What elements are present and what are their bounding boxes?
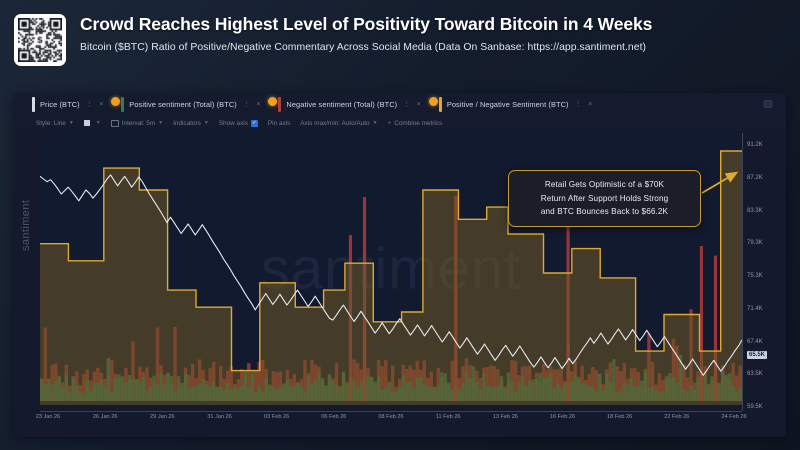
price-line <box>40 174 742 376</box>
toolbar-item-2[interactable]: Interval: 5m ▼ <box>110 119 164 127</box>
y-axis-line <box>742 133 743 411</box>
sentiment-ratio-step-layer <box>40 150 742 405</box>
metric-tab-label: Price (BTC) <box>40 99 80 109</box>
metric-tab-label: Positive sentiment (Total) (BTC) <box>129 99 237 109</box>
toolbar-item-7[interactable]: + Combine metrics <box>388 120 443 127</box>
header: Crowd Reaches Highest Level of Positivit… <box>0 0 800 92</box>
page-subtitle: Bitcoin ($BTC) Ratio of Positive/Negativ… <box>80 42 647 54</box>
toolbar-item-0[interactable]: Style: Line ▼ <box>36 120 74 127</box>
x-axis: 23 Jan 26 26 Jan 26 29 Jan 26 31 Jan 26 03 F… <box>36 411 747 425</box>
chevron-down-icon[interactable]: ▼ <box>68 120 74 126</box>
color-swatch-icon[interactable] <box>83 120 90 126</box>
toolbar-item-5[interactable]: Pin axis <box>268 120 290 127</box>
x-axis-tick-3: 31 Jan 26 <box>207 414 232 420</box>
panel-settings-icon[interactable] <box>764 100 772 108</box>
metric-tab-close-icon[interactable]: × <box>416 100 421 108</box>
checkbox-checked-icon[interactable]: ✓ <box>250 119 258 127</box>
plus-icon: + <box>387 119 392 127</box>
toolbar-item-label: Axis max/min: Auto/Auto <box>300 119 370 127</box>
qr-code-canvas <box>18 18 62 62</box>
interval-box-icon <box>110 119 119 127</box>
x-axis-tick-8: 13 Feb 26 <box>492 414 518 420</box>
negative-sentiment-spike <box>713 255 718 401</box>
annotation-callout[interactable]: Retail Gets Optimistic of a $70K Return A… <box>508 170 701 227</box>
x-axis-tick-6: 08 Feb 26 <box>378 414 404 420</box>
x-axis-tick-10: 18 Feb 26 <box>607 414 633 420</box>
x-axis-tick-0: 23 Jan 26 <box>35 414 61 420</box>
x-axis-tick-2: 29 Jan 26 <box>150 414 175 420</box>
header-text-block: Crowd Reaches Highest Level of Positivit… <box>80 12 652 53</box>
toolbar-item-4[interactable]: Show axis ✓ <box>218 119 258 127</box>
y-axis-tick-8: 59.5K <box>747 404 763 410</box>
x-axis-tick-12: 24 Feb 26 <box>721 414 747 420</box>
y-axis: 91.2K 87.2K 83.3K 79.3K 75.3K 71.4K 67.4K 63.5K… <box>742 133 786 423</box>
x-axis-tick-5: 06 Feb 26 <box>321 414 347 420</box>
price-line-layer <box>40 174 742 376</box>
chart-toolbar: Style: Line ▼ ▼ Interval: 5m ▼ Indicators ▼ Sho… <box>14 115 786 131</box>
chevron-down-icon[interactable]: ▼ <box>372 120 378 126</box>
x-axis-tick-7: 11 Feb 26 <box>435 414 461 420</box>
metric-tab-menu-icon[interactable]: ⋮ <box>85 101 94 108</box>
chevron-down-icon[interactable]: ▼ <box>203 120 209 126</box>
metric-tab-0[interactable]: Price (BTC) ⋮ × <box>32 96 107 112</box>
annotation-line-2: and BTC Bounces Back to $66.2K <box>540 207 669 217</box>
metric-tab-2[interactable]: Negative sentiment (Total) (BTC) ⋮ × <box>268 96 424 112</box>
toolbar-item-label: Show axis <box>218 119 248 127</box>
metric-tab-label: Negative sentiment (Total) (BTC) <box>286 99 398 109</box>
x-axis-line <box>40 411 742 412</box>
metric-color-bar <box>278 96 282 112</box>
annotation-line-1: Return After Support Holds Strong <box>540 193 669 203</box>
sentiment-ratio-fill <box>40 151 742 405</box>
metric-tab-close-icon[interactable]: × <box>588 100 593 108</box>
metric-tab-1[interactable]: Positive sentiment (Total) (BTC) ⋮ × <box>111 96 264 112</box>
metric-tab-menu-icon[interactable]: ⋮ <box>574 101 583 108</box>
watermark-left: santiment <box>20 199 32 251</box>
page-title: Crowd Reaches Highest Level of Positivit… <box>80 14 653 34</box>
metric-tab-strip: Price (BTC) ⋮ × Positive sentiment (Total) … <box>14 93 786 115</box>
y-axis-tick-0: 91.2K <box>747 142 763 148</box>
chevron-down-icon[interactable]: ▼ <box>95 120 101 126</box>
toolbar-item-label: Indicators <box>173 119 201 127</box>
toolbar-item-label: Style: Line <box>36 119 66 127</box>
x-axis-tick-1: 26 Jan 26 <box>92 414 118 420</box>
y-axis-tick-6: 67.4K <box>747 338 763 345</box>
annotation-line-0: Retail Gets Optimistic of a $70K <box>544 180 665 189</box>
negative-sentiment-spike <box>699 246 704 401</box>
sentiment-ratio-line <box>40 150 742 372</box>
y-axis-tick-1: 87.2K <box>747 174 763 181</box>
metric-color-bar <box>32 96 35 112</box>
chevron-down-icon[interactable]: ▼ <box>158 120 164 126</box>
chart-panel: Price (BTC) ⋮ × Positive sentiment (Total) … <box>14 93 786 437</box>
metric-tab-menu-icon[interactable]: ⋮ <box>242 101 251 108</box>
metric-marker-dot-icon <box>268 96 278 106</box>
plot-area: santiment santiment 91.2K 87.2K 83.3K 79.3K… <box>14 131 786 437</box>
y-axis-tick-5: 71.4K <box>747 305 763 312</box>
toolbar-item-6[interactable]: Axis max/min: Auto/Auto ▼ <box>300 120 377 127</box>
metric-tab-menu-icon[interactable]: ⋮ <box>403 101 411 108</box>
metric-tab-3[interactable]: Positive / Negative Sentiment (BTC) ⋮ × <box>428 96 596 112</box>
toolbar-item-label: Combine metrics <box>394 119 443 127</box>
metric-marker-dot-icon <box>428 96 438 106</box>
toolbar-item-label: Interval: 5m <box>121 119 156 127</box>
x-axis-tick-4: 03 Feb 26 <box>264 414 290 420</box>
y-axis-tick-4: 75.3K <box>747 273 763 279</box>
toolbar-item-label: Pin axis <box>267 119 291 127</box>
metric-tab-label: Positive / Negative Sentiment (BTC) <box>446 99 569 109</box>
metric-tab-close-icon[interactable]: × <box>256 100 261 108</box>
metric-color-bar <box>121 96 125 112</box>
y-axis-tick-3: 79.3K <box>747 240 763 247</box>
y-axis-current-price-label: 65.5K <box>747 351 768 359</box>
qr-code-icon[interactable] <box>14 14 66 66</box>
toolbar-item-3[interactable]: Indicators ▼ <box>173 120 209 127</box>
y-axis-tick-7: 63.5K <box>747 371 763 378</box>
metric-color-bar <box>438 96 442 112</box>
x-axis-tick-9: 16 Feb 26 <box>549 414 576 420</box>
y-axis-tick-2: 83.3K <box>747 207 763 214</box>
metric-marker-dot-icon <box>111 96 121 106</box>
x-axis-tick-11: 22 Feb 26 <box>664 414 690 420</box>
toolbar-item-1[interactable]: ▼ <box>83 120 101 126</box>
metric-tab-close-icon[interactable]: × <box>99 100 104 108</box>
